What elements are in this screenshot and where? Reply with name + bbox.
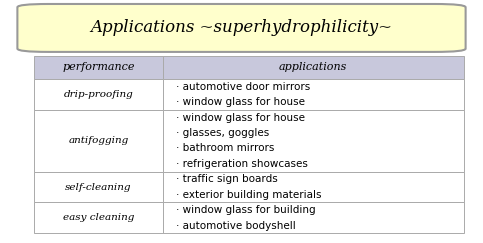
Text: · window glass for house: · window glass for house bbox=[176, 97, 305, 107]
Text: self-cleaning: self-cleaning bbox=[65, 182, 131, 191]
Bar bbox=[34, 202, 163, 233]
Text: performance: performance bbox=[62, 62, 135, 72]
Text: · window glass for building: · window glass for building bbox=[176, 205, 315, 215]
FancyBboxPatch shape bbox=[17, 4, 466, 52]
Text: · automotive door mirrors: · automotive door mirrors bbox=[176, 82, 310, 92]
Text: · bathroom mirrors: · bathroom mirrors bbox=[176, 143, 274, 153]
Text: antifogging: antifogging bbox=[68, 136, 128, 145]
Text: · refrigeration showcases: · refrigeration showcases bbox=[176, 159, 308, 169]
Text: Applications ~superhydrophilicity~: Applications ~superhydrophilicity~ bbox=[90, 19, 393, 36]
Text: drip-proofing: drip-proofing bbox=[63, 90, 133, 99]
Bar bbox=[163, 202, 464, 233]
Text: · automotive bodyshell: · automotive bodyshell bbox=[176, 221, 296, 231]
Text: easy cleaning: easy cleaning bbox=[63, 213, 134, 222]
Bar bbox=[163, 79, 464, 110]
Bar bbox=[34, 56, 163, 79]
Text: · exterior building materials: · exterior building materials bbox=[176, 190, 321, 200]
Text: · window glass for house: · window glass for house bbox=[176, 113, 305, 122]
Bar bbox=[34, 79, 163, 110]
Bar bbox=[163, 110, 464, 172]
Text: applications: applications bbox=[279, 62, 347, 72]
Bar bbox=[163, 172, 464, 202]
Bar bbox=[163, 56, 464, 79]
Text: · traffic sign boards: · traffic sign boards bbox=[176, 174, 277, 184]
Text: · glasses, goggles: · glasses, goggles bbox=[176, 128, 269, 138]
Bar bbox=[34, 110, 163, 172]
Bar bbox=[34, 172, 163, 202]
